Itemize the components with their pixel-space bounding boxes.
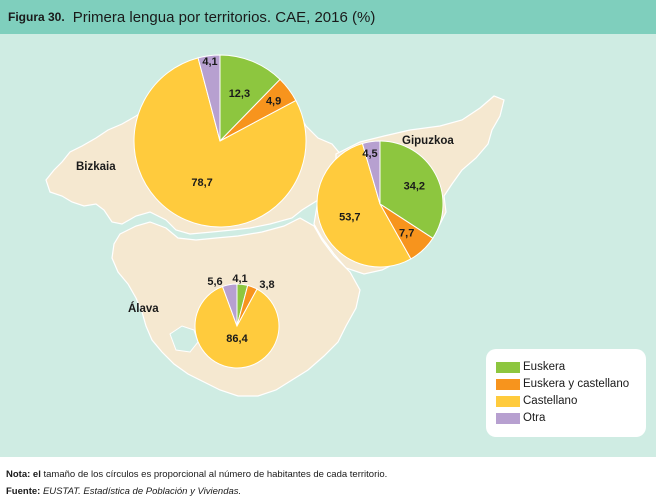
legend-swatch — [496, 412, 520, 424]
legend-label: Otra — [523, 412, 546, 424]
pie-data-label: 7,7 — [399, 228, 414, 240]
pie-slice-castellano — [316, 142, 412, 268]
source-line: Fuente: EUSTAT. Estadística de Población… — [6, 483, 387, 500]
pie-data-label: 3,8 — [259, 279, 274, 291]
note-text: tamaño de los círculos es proporcional a… — [40, 469, 388, 480]
note-label: Nota: — [6, 469, 31, 480]
legend: Euskera Euskera y castellano Castellano … — [486, 349, 646, 437]
pie-data-label: 53,7 — [339, 212, 360, 224]
pie-data-label: 86,4 — [226, 333, 248, 345]
territory-label-gipuzkoa: Gipuzkoa — [402, 135, 454, 147]
legend-item: Otra — [496, 412, 545, 424]
pie-data-label: 4,1 — [202, 56, 217, 68]
pie-map-chart: 12,3 4,9 78,7 4,1 34,2 7,7 53,7 4,5 4,1 3,8 86,4 5,… — [45, 54, 505, 397]
pie-slice-otra — [361, 140, 381, 205]
pie-slice-euskera — [219, 54, 281, 143]
pie-lava: 4,1 3,8 86,4 5,6 — [194, 273, 280, 369]
pie-data-label: 4,9 — [266, 96, 281, 108]
legend-item: Castellano — [496, 395, 577, 407]
legend-item: Euskera y castellano — [496, 378, 629, 390]
legend-swatch — [496, 361, 520, 373]
pie-gipuzkoa: 34,2 7,7 53,7 4,5 — [316, 140, 444, 268]
source-label: Fuente: — [6, 486, 41, 497]
pie-slice-otra — [197, 54, 221, 142]
pies-layer: 12,3 4,9 78,7 4,1 34,2 7,7 53,7 4,5 4,1 3,8 86,4 5,… — [133, 54, 444, 369]
figure-title: Primera lengua por territorios. CAE, 201… — [72, 8, 376, 26]
note-line: Nota: el tamaño de los círculos es propo… — [6, 466, 387, 483]
territory-label-alava: Álava — [128, 302, 159, 315]
pie-data-label: 4,1 — [232, 273, 247, 285]
legend-label: Euskera — [523, 361, 566, 373]
figure-header: Figura 30. Primera lengua por territorio… — [0, 0, 656, 34]
pie-slice-castellano — [194, 285, 280, 369]
note-bold: el — [32, 469, 41, 480]
legend-label: Euskera y castellano — [523, 378, 630, 390]
source-text: EUSTAT. Estadística de Población y Vivie… — [42, 486, 242, 497]
legend-label: Castellano — [523, 395, 578, 407]
legend-item: Euskera — [496, 361, 565, 373]
pie-data-label: 34,2 — [404, 180, 425, 192]
territory-label-bizkaia: Bizkaia — [76, 161, 116, 173]
legend-swatch — [496, 395, 520, 407]
pie-data-label: 12,3 — [229, 88, 250, 100]
pie-slice-otra — [221, 283, 238, 327]
chart-panel: 12,3 4,9 78,7 4,1 34,2 7,7 53,7 4,5 4,1 3,8 86,4 5,… — [0, 34, 656, 457]
pie-data-label: 4,5 — [362, 148, 377, 160]
legend-swatch — [496, 378, 520, 390]
territory-labels: Bizkaia Gipuzkoa Álava — [76, 135, 454, 315]
pie-slice-castellano — [133, 57, 307, 228]
figure-number: Figura 30. — [8, 10, 65, 24]
pie-data-label: 5,6 — [207, 276, 222, 288]
figure-footer: Nota: el tamaño de los círculos es propo… — [6, 466, 387, 500]
pie-data-label: 78,7 — [191, 177, 212, 189]
pie-bizkaia: 12,3 4,9 78,7 4,1 — [133, 54, 307, 228]
